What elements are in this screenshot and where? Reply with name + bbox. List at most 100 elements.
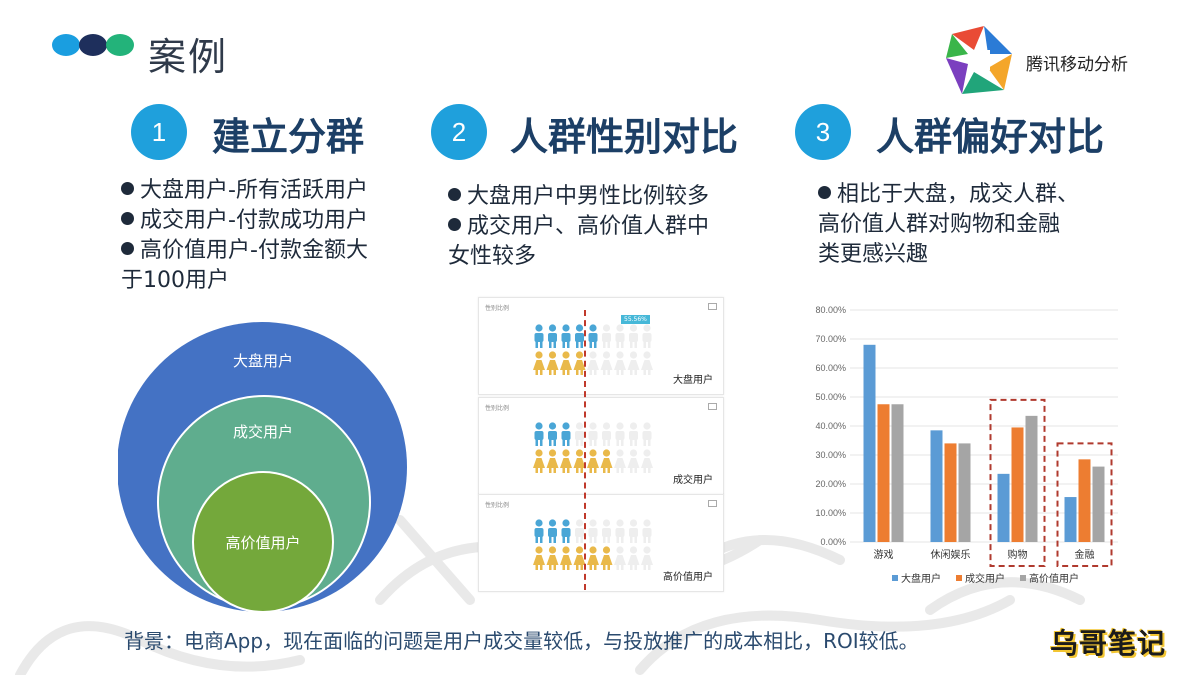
bar [958, 443, 971, 542]
bar [891, 404, 904, 542]
gender-panel-all: 性别比例 55.56% 大盘用户 [478, 297, 724, 395]
x-tick-label: 游戏 [874, 548, 894, 561]
bullet-item: 高价值用户-付款金额大 [121, 236, 421, 266]
panel-title: 性别比例 [485, 405, 510, 412]
bar [1078, 459, 1091, 542]
user-group-venn [118, 322, 407, 613]
people-figures [533, 324, 653, 375]
panel-title: 性别比例 [485, 502, 510, 509]
section-3-bullets: 相比于大盘，成交人群、 高价值人群对购物和金融 类更感兴趣 [818, 180, 1148, 270]
female-figure [560, 449, 572, 473]
baseline-dashed-line [584, 310, 586, 590]
people-figures [533, 422, 653, 473]
female-figure [573, 351, 586, 375]
bar [1011, 427, 1024, 542]
panel-label: 成交用户 [673, 475, 713, 486]
female-figure [614, 351, 626, 375]
female-figure [641, 449, 653, 473]
male-figure [548, 519, 557, 543]
male-figure [629, 324, 638, 348]
female-figure [641, 351, 653, 375]
female-figure [560, 546, 572, 570]
female-figure [587, 449, 599, 473]
section-title-1: 建立分群 [212, 115, 365, 159]
section-title-2: 人群性别对比 [510, 115, 739, 159]
male-figure [629, 519, 638, 543]
section-1-bullets: 大盘用户-所有活跃用户 成交用户-付款成功用户 高价值用户-付款金额大 于100… [121, 176, 421, 296]
bullet-item: 成交用户-付款成功用户 [121, 206, 421, 236]
x-tick-label: 金融 [1075, 548, 1095, 561]
bar [930, 430, 943, 542]
panel-label: 大盘用户 [673, 375, 713, 386]
male-figure [561, 324, 571, 348]
tencent-mta-logo-icon [946, 26, 1012, 94]
bar [877, 404, 890, 542]
venn-outer-label: 大盘用户 [232, 352, 293, 370]
gender-panel-high-value: 性别比例 高价值用户 [478, 494, 724, 592]
female-figure [600, 546, 613, 570]
brand-name: 腾讯移动分析 [1026, 55, 1128, 75]
legend-label: 大盘用户 [901, 572, 941, 585]
male-figure [588, 519, 598, 543]
male-figure [642, 422, 652, 446]
section-2-bullets: 大盘用户中男性比例较多 成交用户、高价值人群中 女性较多 [448, 182, 768, 272]
y-tick-label: 60.00% [815, 363, 846, 373]
male-figure [588, 324, 598, 348]
legend-swatch [892, 575, 898, 581]
people-figures [533, 519, 653, 570]
bar [1092, 466, 1105, 542]
bar [863, 344, 876, 542]
venn-inner-label: 高价值用户 [225, 534, 301, 552]
male-figure [615, 422, 625, 446]
female-figure [546, 546, 559, 570]
male-figure [588, 422, 598, 446]
male-figure [561, 422, 571, 446]
male-figure [575, 422, 584, 446]
female-figure [587, 546, 599, 570]
male-figure [615, 324, 625, 348]
title-bullet-logo [52, 34, 134, 56]
y-tick-label: 0.00% [820, 537, 846, 547]
male-figure [642, 519, 652, 543]
female-figure [533, 351, 545, 375]
female-figure [573, 546, 586, 570]
section-number-1: 1 [131, 104, 187, 160]
female-figure [533, 449, 545, 473]
legend-swatch [1020, 575, 1026, 581]
y-tick-label: 80.00% [815, 305, 846, 315]
section-title-3: 人群偏好对比 [876, 115, 1105, 159]
female-figure [546, 449, 559, 473]
female-figure [546, 351, 559, 375]
male-figure [629, 422, 638, 446]
male-figure [575, 519, 584, 543]
bullet-continuation: 类更感兴趣 [818, 242, 929, 267]
y-tick-label: 30.00% [815, 450, 846, 460]
male-figure [575, 324, 584, 348]
y-tick-label: 70.00% [815, 334, 846, 344]
bullet-continuation: 高价值人群对购物和金融 [818, 212, 1061, 237]
legend-label: 成交用户 [965, 572, 1005, 585]
venn-middle-label: 成交用户 [232, 423, 293, 441]
gender-panel-paying: 性别比例 成交用户 [478, 397, 724, 495]
highlight-box [1056, 442, 1113, 568]
bullet-continuation: 女性较多 [448, 244, 537, 269]
bar [1064, 497, 1077, 542]
female-figure [600, 449, 613, 473]
male-figure [561, 519, 571, 543]
female-figure [627, 449, 640, 473]
bar [1025, 415, 1038, 542]
female-figure [614, 546, 626, 570]
bullet-continuation: 于100用户 [121, 268, 229, 293]
female-figure [627, 351, 640, 375]
section-number-2: 2 [431, 104, 487, 160]
x-tick-label: 购物 [1008, 548, 1028, 561]
panel-menu-icon[interactable] [708, 303, 717, 310]
panel-menu-icon[interactable] [708, 403, 717, 410]
male-figure [534, 324, 544, 348]
preference-bar-chart: 0.00% 10.00% 20.00% 30.00% 40.00% 50.00% 60.00… [815, 305, 1118, 585]
female-figure [627, 546, 640, 570]
panel-menu-icon[interactable] [708, 500, 717, 507]
watermark-logo: 乌哥笔记 [1050, 627, 1167, 660]
y-tick-label: 10.00% [815, 508, 846, 518]
